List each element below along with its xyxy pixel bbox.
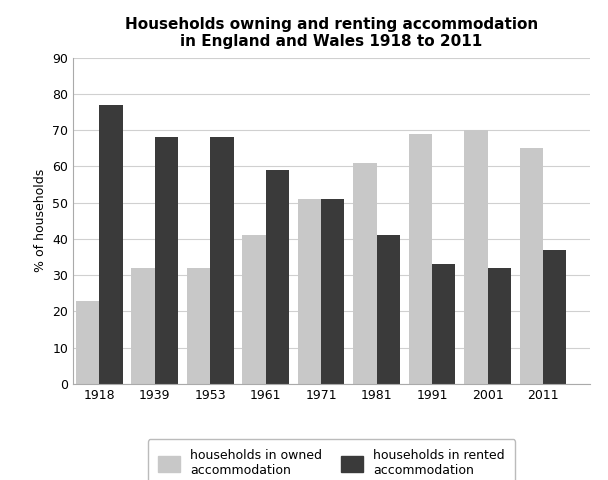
Bar bbox=[321, 199, 345, 384]
Bar bbox=[76, 300, 99, 384]
Bar bbox=[99, 105, 123, 384]
Bar bbox=[266, 170, 289, 384]
Y-axis label: % of households: % of households bbox=[33, 169, 47, 273]
Bar bbox=[154, 137, 178, 384]
Legend: households in owned
accommodation, households in rented
accommodation: households in owned accommodation, house… bbox=[148, 439, 515, 480]
Bar bbox=[432, 264, 455, 384]
Bar bbox=[187, 268, 210, 384]
Bar bbox=[376, 235, 400, 384]
Bar bbox=[243, 235, 266, 384]
Bar bbox=[520, 148, 543, 384]
Bar bbox=[409, 134, 432, 384]
Bar bbox=[543, 250, 567, 384]
Title: Households owning and renting accommodation
in England and Wales 1918 to 2011: Households owning and renting accommodat… bbox=[125, 17, 538, 49]
Bar bbox=[210, 137, 233, 384]
Bar bbox=[131, 268, 154, 384]
Bar bbox=[298, 199, 321, 384]
Bar bbox=[353, 163, 376, 384]
Bar bbox=[465, 130, 488, 384]
Bar bbox=[488, 268, 511, 384]
